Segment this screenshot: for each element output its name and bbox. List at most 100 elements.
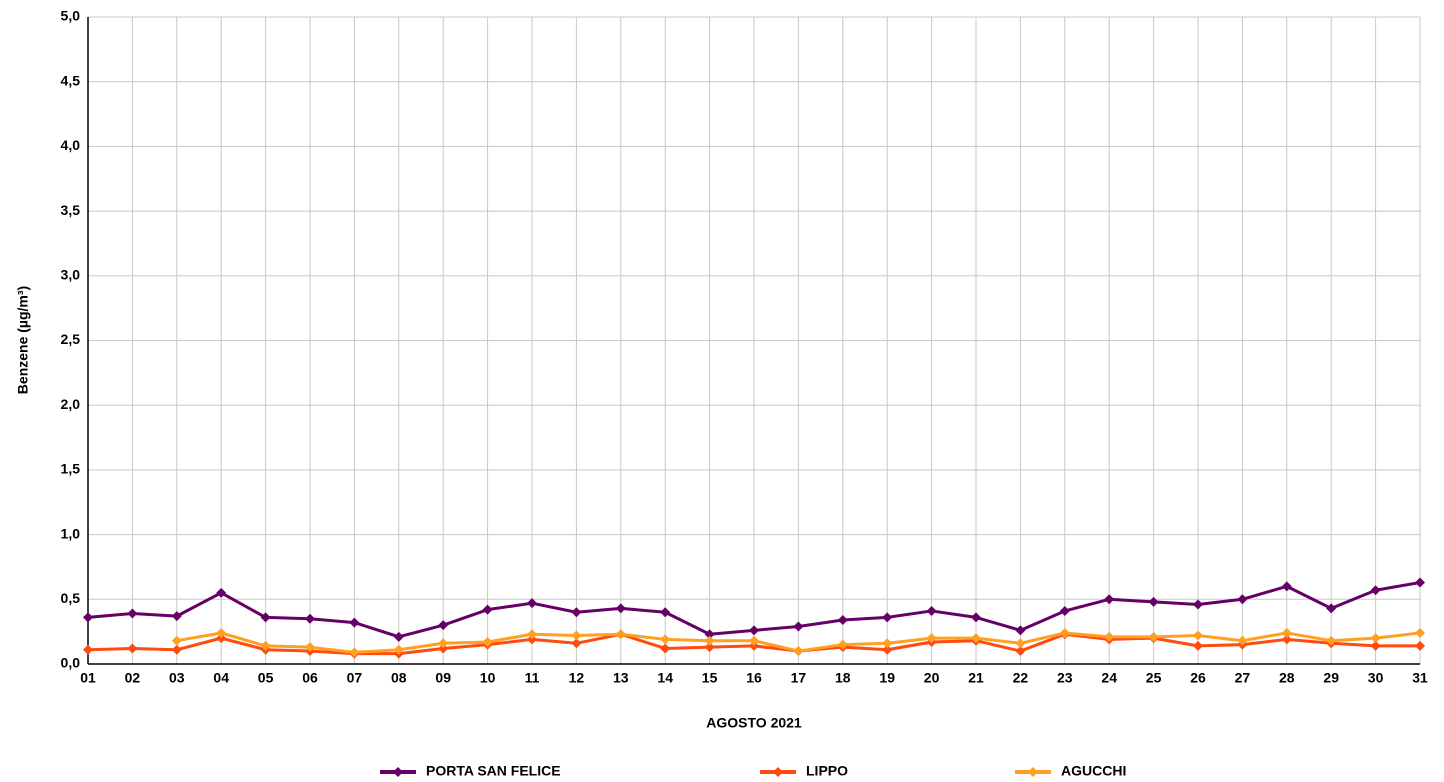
y-tick-label: 2,0 [61, 396, 81, 412]
x-tick-label: 08 [391, 670, 407, 686]
marker [1193, 640, 1203, 651]
marker [926, 605, 937, 616]
x-tick-label: 22 [1013, 670, 1029, 686]
marker [1015, 646, 1026, 657]
marker [349, 647, 360, 658]
marker [1237, 635, 1248, 646]
marker [83, 612, 93, 623]
y-tick-label: 3,0 [61, 267, 81, 283]
marker [171, 635, 182, 646]
x-tick-label: 03 [169, 670, 185, 686]
y-tick-label: 4,0 [61, 137, 81, 153]
marker [1415, 640, 1425, 651]
x-tick-label: 13 [613, 670, 629, 686]
marker [1059, 627, 1070, 638]
x-tick-label: 16 [746, 670, 762, 686]
x-tick-label: 12 [569, 670, 585, 686]
x-tick-label: 19 [879, 670, 895, 686]
x-tick-label: 04 [213, 670, 229, 686]
marker [1281, 634, 1292, 645]
marker [749, 640, 759, 651]
x-tick-label: 25 [1146, 670, 1162, 686]
x-tick-label: 23 [1057, 670, 1073, 686]
marker [216, 633, 227, 644]
marker [1281, 627, 1292, 638]
x-tick-label: 18 [835, 670, 851, 686]
marker [1104, 594, 1115, 605]
y-tick-label: 4,5 [61, 72, 81, 88]
x-tick-label: 06 [302, 670, 318, 686]
marker [83, 644, 93, 655]
y-tick-label: 2,5 [61, 331, 81, 347]
marker [260, 612, 271, 623]
marker [882, 644, 893, 655]
marker [260, 640, 271, 651]
marker [216, 587, 227, 598]
x-axis-title: AGOSTO 2021 [706, 715, 802, 731]
y-tick-label: 1,5 [61, 461, 81, 477]
y-tick-label: 0,5 [61, 590, 81, 606]
x-tick-label: 26 [1190, 670, 1206, 686]
legend-marker [773, 767, 783, 777]
marker [438, 638, 449, 649]
x-tick-label: 10 [480, 670, 496, 686]
marker [171, 611, 182, 622]
x-tick-label: 11 [525, 670, 540, 686]
marker [482, 637, 493, 648]
marker [837, 615, 848, 626]
marker [704, 629, 715, 640]
marker [1415, 627, 1425, 638]
x-tick-label: 24 [1101, 670, 1117, 686]
x-tick-label: 09 [435, 670, 451, 686]
marker [527, 629, 537, 640]
marker [615, 629, 626, 640]
marker [1370, 640, 1381, 651]
legend-label: PORTA SAN FELICE [426, 763, 561, 779]
marker [704, 635, 715, 646]
marker [926, 633, 937, 644]
marker [660, 643, 671, 654]
legend-marker [1028, 767, 1038, 777]
marker [615, 603, 626, 614]
marker [127, 643, 138, 654]
marker [882, 612, 893, 623]
marker [1370, 633, 1381, 644]
marker [704, 642, 715, 653]
marker [527, 598, 537, 609]
marker [882, 638, 893, 649]
marker [660, 607, 671, 618]
x-tick-label: 30 [1368, 670, 1384, 686]
y-tick-label: 0,0 [61, 655, 81, 671]
marker [571, 607, 582, 618]
marker [1370, 585, 1381, 596]
marker [349, 617, 360, 628]
marker [571, 630, 582, 641]
x-tick-label: 20 [924, 670, 940, 686]
y-tick-label: 5,0 [61, 8, 81, 24]
marker [971, 612, 981, 623]
x-tick-label: 28 [1279, 670, 1295, 686]
marker [1059, 605, 1070, 616]
x-tick-label: 17 [791, 670, 807, 686]
x-tick-label: 29 [1323, 670, 1339, 686]
x-tick-label: 14 [657, 670, 673, 686]
marker [305, 642, 315, 653]
marker [793, 646, 804, 657]
marker [1281, 581, 1292, 592]
marker [127, 608, 138, 619]
marker [482, 604, 493, 615]
marker [1148, 596, 1159, 607]
marker [1326, 635, 1337, 646]
y-tick-label: 1,0 [61, 525, 81, 541]
legend-label: AGUCCHI [1061, 763, 1126, 779]
marker [1326, 603, 1337, 614]
marker [1104, 631, 1115, 642]
marker [171, 644, 182, 655]
x-tick-label: 27 [1235, 670, 1251, 686]
marker [971, 633, 981, 644]
marker [749, 625, 759, 636]
x-tick-label: 01 [80, 670, 96, 686]
x-tick-label: 15 [702, 670, 718, 686]
marker [1415, 577, 1425, 588]
legend-label: LIPPO [806, 763, 848, 779]
